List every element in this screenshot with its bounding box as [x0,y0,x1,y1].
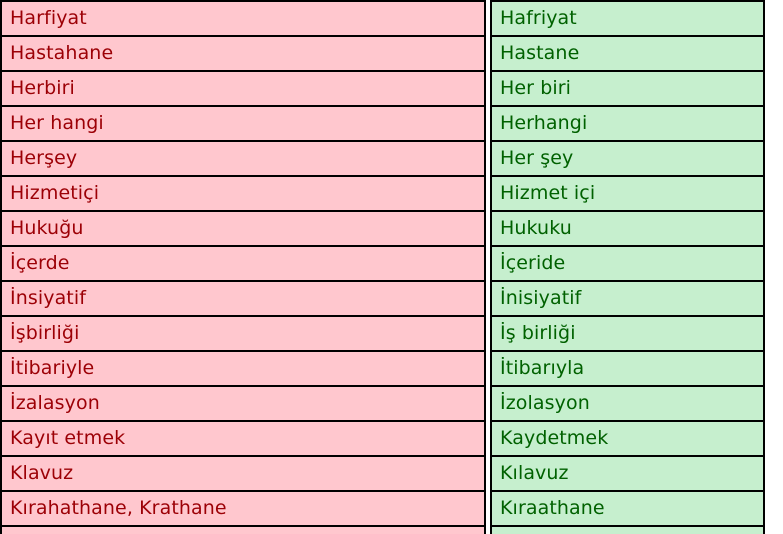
incorrect-spelling-cell[interactable]: Herbiri [0,70,486,107]
correct-spelling-cell[interactable]: İş birliği [490,315,765,352]
column-gap [485,246,491,281]
right-margin [764,141,782,176]
incorrect-spelling-cell[interactable]: Kırahathane, Krathane [0,490,486,527]
table-row[interactable]: Hukuğu Hukuku [0,210,782,247]
correct-spelling-cell[interactable]: Hukuku [490,210,765,247]
table-row[interactable]: Hastahane Hastane [0,35,782,72]
correct-spelling-cell[interactable]: Hafriyat [490,0,765,37]
right-margin [764,71,782,106]
right-margin [764,316,782,351]
table-row[interactable]: İtibariyle İtibarıyla [0,350,782,387]
correct-spelling-cell[interactable] [490,525,765,534]
incorrect-spelling-cell[interactable]: Harfiyat [0,0,486,37]
table-row-partial[interactable] [0,525,782,534]
column-gap [485,456,491,491]
right-margin [764,421,782,456]
right-margin [764,491,782,526]
column-gap [485,211,491,246]
right-margin [764,526,782,534]
column-gap [485,1,491,36]
right-margin [764,36,782,71]
incorrect-spelling-cell[interactable]: Kayıt etmek [0,420,486,457]
right-margin [764,456,782,491]
column-gap [485,491,491,526]
correct-spelling-cell[interactable]: Hastane [490,35,765,72]
column-gap [485,71,491,106]
correct-spelling-cell[interactable]: İnisiyatif [490,280,765,317]
right-margin [764,211,782,246]
table-row[interactable]: Herşey Her şey [0,140,782,177]
right-margin [764,106,782,141]
right-margin [764,176,782,211]
right-margin [764,246,782,281]
incorrect-spelling-cell[interactable]: İtibariyle [0,350,486,387]
table-row[interactable]: Klavuz Kılavuz [0,455,782,492]
incorrect-spelling-cell[interactable]: Klavuz [0,455,486,492]
column-gap [485,106,491,141]
table-row[interactable]: Kırahathane, Krathane Kıraathane [0,490,782,527]
right-margin [764,281,782,316]
column-gap [485,316,491,351]
incorrect-spelling-cell[interactable]: İnsiyatif [0,280,486,317]
column-gap [485,386,491,421]
table-row[interactable]: Her hangi Herhangi [0,105,782,142]
table-row[interactable]: İçerde İçeride [0,245,782,282]
correct-spelling-cell[interactable]: Kaydetmek [490,420,765,457]
column-gap [485,176,491,211]
correct-spelling-cell[interactable]: İçeride [490,245,765,282]
right-margin [764,386,782,421]
correct-spelling-cell[interactable]: İzolasyon [490,385,765,422]
column-gap [485,36,491,71]
column-gap [485,421,491,456]
correct-spelling-cell[interactable]: Herhangi [490,105,765,142]
incorrect-spelling-cell[interactable]: Hizmetiçi [0,175,486,212]
incorrect-spelling-cell[interactable]: Hukuğu [0,210,486,247]
column-gap [485,141,491,176]
column-gap [485,351,491,386]
table-row[interactable]: Harfiyat Hafriyat [0,0,782,37]
correct-spelling-cell[interactable]: Kıraathane [490,490,765,527]
incorrect-spelling-cell[interactable]: İşbirliği [0,315,486,352]
incorrect-spelling-cell[interactable]: Her hangi [0,105,486,142]
table-row[interactable]: İzalasyon İzolasyon [0,385,782,422]
column-gap [485,281,491,316]
table-row[interactable]: İnsiyatif İnisiyatif [0,280,782,317]
incorrect-spelling-cell[interactable]: İçerde [0,245,486,282]
table-row[interactable]: İşbirliği İş birliği [0,315,782,352]
table-row[interactable]: Herbiri Her biri [0,70,782,107]
correct-spelling-cell[interactable]: Her biri [490,70,765,107]
correct-spelling-cell[interactable]: Hizmet içi [490,175,765,212]
table-row[interactable]: Kayıt etmek Kaydetmek [0,420,782,457]
incorrect-spelling-cell[interactable]: İzalasyon [0,385,486,422]
correct-spelling-cell[interactable]: Kılavuz [490,455,765,492]
correct-spelling-cell[interactable]: Her şey [490,140,765,177]
right-margin [764,351,782,386]
column-gap [485,526,491,534]
table-row[interactable]: Hizmetiçi Hizmet içi [0,175,782,212]
incorrect-spelling-cell[interactable]: Hastahane [0,35,486,72]
correct-spelling-cell[interactable]: İtibarıyla [490,350,765,387]
incorrect-spelling-cell[interactable]: Herşey [0,140,486,177]
right-margin [764,1,782,36]
incorrect-spelling-cell[interactable] [0,525,486,534]
